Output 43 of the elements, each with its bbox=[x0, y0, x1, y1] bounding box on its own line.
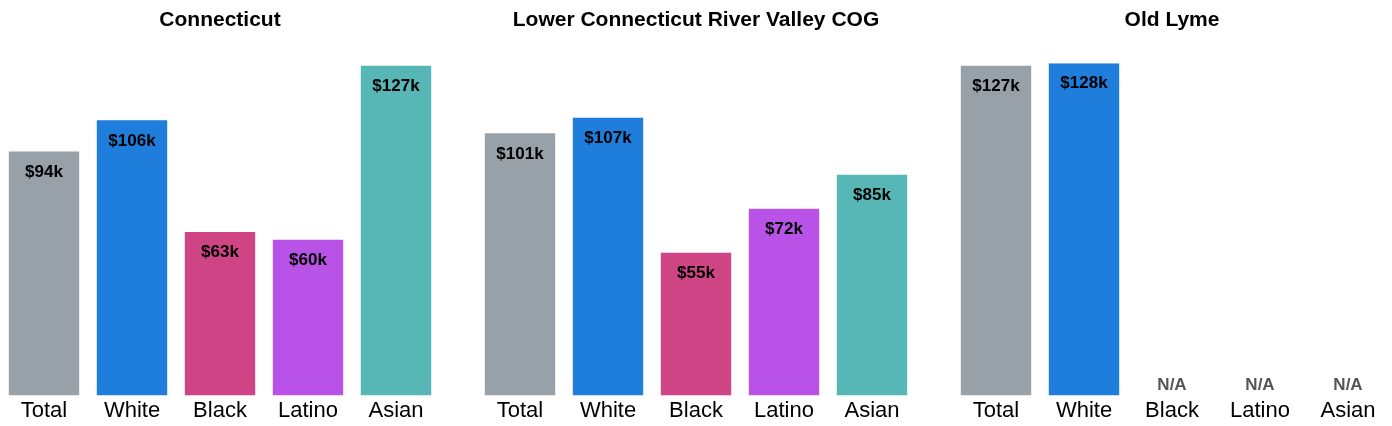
data-label: $106k bbox=[108, 130, 157, 150]
data-label: $101k bbox=[496, 143, 545, 163]
bar bbox=[572, 117, 644, 396]
bar bbox=[184, 232, 256, 396]
data-label: $55k bbox=[677, 262, 716, 282]
text: N/A bbox=[1157, 374, 1187, 394]
x-tick-label: Asian bbox=[844, 396, 900, 422]
x-tick-label: Asian bbox=[1320, 396, 1376, 422]
x-tick-label: Total bbox=[496, 396, 544, 422]
x-tick-label: White bbox=[579, 396, 637, 422]
data-label: $85k bbox=[853, 185, 892, 205]
bar bbox=[8, 151, 80, 396]
bar bbox=[360, 65, 432, 396]
bar bbox=[272, 239, 344, 396]
x-tick-label: Latino bbox=[1230, 396, 1290, 422]
x-tick-label: Latino bbox=[278, 396, 338, 422]
data-label: $72k bbox=[765, 218, 804, 238]
x-tick-label: White bbox=[1055, 396, 1113, 422]
bar bbox=[96, 120, 168, 396]
x-tick-label: Black bbox=[669, 396, 724, 422]
x-tick-label: Black bbox=[1145, 396, 1200, 422]
bar bbox=[484, 133, 556, 396]
x-tick-label: Asian bbox=[368, 396, 424, 422]
bar bbox=[836, 174, 908, 396]
x-tick-label: Total bbox=[20, 396, 68, 422]
chart-title: Connecticut bbox=[159, 7, 281, 31]
chart-title: Old Lyme bbox=[1124, 7, 1220, 31]
data-label: $63k bbox=[201, 242, 240, 262]
x-tick-label: White bbox=[103, 396, 161, 422]
chart-title: Lower Connecticut River Valley COG bbox=[512, 7, 880, 31]
data-label: $127k bbox=[972, 75, 1021, 95]
x-tick-label: Latino bbox=[754, 396, 814, 422]
x-tick-label: Black bbox=[193, 396, 248, 422]
data-label: $60k bbox=[289, 249, 328, 269]
text: N/A bbox=[1245, 374, 1275, 394]
data-label: $128k bbox=[1060, 73, 1109, 93]
bar bbox=[660, 252, 732, 396]
data-label: $94k bbox=[25, 161, 64, 181]
bar bbox=[748, 208, 820, 396]
data-label: $127k bbox=[372, 75, 421, 95]
x-tick-label: Total bbox=[972, 396, 1020, 422]
text: N/A bbox=[1333, 374, 1363, 394]
data-label: $107k bbox=[584, 127, 633, 147]
